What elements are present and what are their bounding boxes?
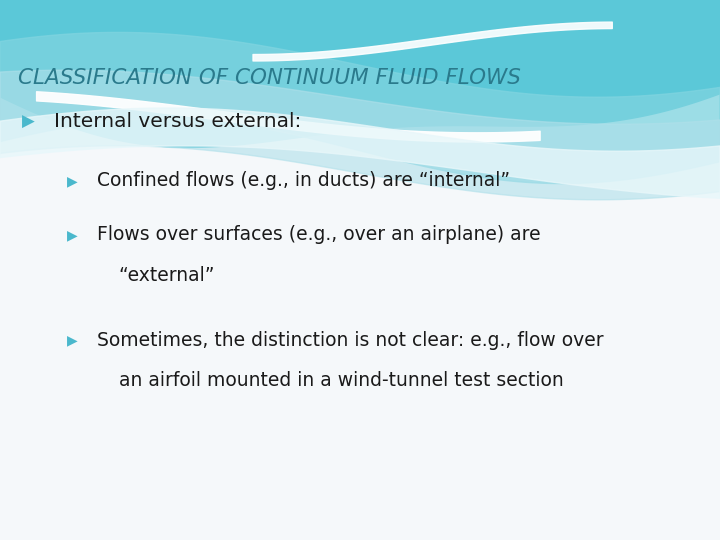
Text: ▶: ▶ xyxy=(67,174,77,188)
Text: ▶: ▶ xyxy=(22,112,35,131)
Text: an airfoil mounted in a wind-tunnel test section: an airfoil mounted in a wind-tunnel test… xyxy=(119,371,564,390)
Text: ▶: ▶ xyxy=(67,333,77,347)
Text: “external”: “external” xyxy=(119,266,215,285)
Text: CLASSIFICATION OF CONTINUUM FLUID FLOWS: CLASSIFICATION OF CONTINUUM FLUID FLOWS xyxy=(18,68,521,89)
Text: Flows over surfaces (e.g., over an airplane) are: Flows over surfaces (e.g., over an airpl… xyxy=(97,225,541,245)
Text: Sometimes, the distinction is not clear: e.g., flow over: Sometimes, the distinction is not clear:… xyxy=(97,330,604,350)
Text: ▶: ▶ xyxy=(67,228,77,242)
Text: Confined flows (e.g., in ducts) are “internal”: Confined flows (e.g., in ducts) are “int… xyxy=(97,171,510,191)
Text: Internal versus external:: Internal versus external: xyxy=(54,112,302,131)
